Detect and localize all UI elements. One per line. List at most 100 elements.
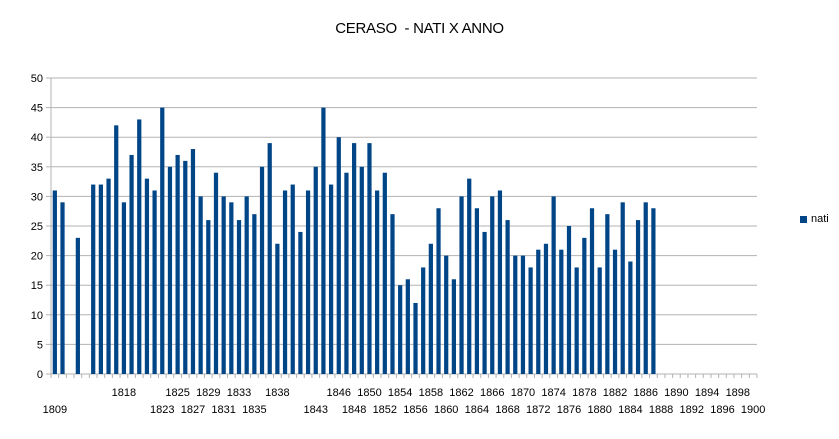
y-tick-label: 50 xyxy=(31,73,43,85)
x-tick-label-1818: 1818 xyxy=(112,387,136,399)
bar-1881 xyxy=(605,214,610,374)
bar-1845 xyxy=(328,184,334,374)
bar-1861 xyxy=(451,279,456,374)
bar-1879 xyxy=(589,208,595,374)
bar-1817 xyxy=(114,125,119,374)
bar-1864 xyxy=(474,208,480,374)
legend-label-nati: nati xyxy=(811,213,829,225)
x-tick-label-1854: 1854 xyxy=(388,387,412,399)
bar-1852 xyxy=(382,172,387,374)
bar-1874 xyxy=(551,196,556,374)
bar-1824 xyxy=(167,166,173,374)
bar-1846 xyxy=(336,137,341,374)
x-tick-label-1843: 1843 xyxy=(304,404,328,416)
x-tick-label-1835: 1835 xyxy=(242,404,266,416)
bar-1834 xyxy=(244,196,249,374)
y-tick-label: 30 xyxy=(31,191,43,203)
bar-1825 xyxy=(175,154,180,374)
bar-1816 xyxy=(106,178,111,374)
bar-1884 xyxy=(628,261,633,374)
bar-1878 xyxy=(582,237,587,374)
bar-1866 xyxy=(490,196,495,374)
x-tick-label-1823: 1823 xyxy=(150,404,174,416)
bar-1820 xyxy=(137,119,142,374)
x-tick-label-1856: 1856 xyxy=(403,404,427,416)
x-tick-label-1860: 1860 xyxy=(434,404,458,416)
bar-1809 xyxy=(52,190,57,374)
bar-1860 xyxy=(444,255,449,374)
bar-1842 xyxy=(305,190,311,374)
x-tick-label-1846: 1846 xyxy=(327,387,351,399)
bar-1827 xyxy=(190,149,196,374)
x-tick-label-1884: 1884 xyxy=(618,404,642,416)
bar-1871 xyxy=(528,267,533,374)
y-tick-label: 45 xyxy=(31,103,43,115)
bar-1858 xyxy=(428,243,433,374)
bar-1836 xyxy=(259,166,265,374)
bar-1865 xyxy=(482,231,487,374)
bar-1814 xyxy=(91,184,96,374)
x-tick-label-1864: 1864 xyxy=(465,404,489,416)
x-tick-label-1890: 1890 xyxy=(664,387,688,399)
bar-1844 xyxy=(321,107,326,374)
chart-title: CERASO - NATI X ANNO xyxy=(335,20,504,37)
x-tick-label-1850: 1850 xyxy=(357,387,381,399)
bar-1815 xyxy=(98,184,103,374)
bar-1819 xyxy=(129,154,134,374)
x-tick-label-1829: 1829 xyxy=(196,387,220,399)
x-tick-label-1825: 1825 xyxy=(165,387,189,399)
x-tick-label-1838: 1838 xyxy=(265,387,289,399)
bar-1818 xyxy=(121,202,127,374)
x-tick-label-1848: 1848 xyxy=(342,404,366,416)
bar-1854 xyxy=(398,285,403,374)
y-tick-label: 15 xyxy=(31,280,43,292)
y-tick-label: 0 xyxy=(37,369,43,381)
x-tick-label-1894: 1894 xyxy=(695,387,719,399)
bar-1876 xyxy=(566,226,572,374)
bar-1810 xyxy=(60,202,65,374)
x-tick-label-1882: 1882 xyxy=(603,387,627,399)
bar-1886 xyxy=(643,202,648,374)
y-tick-label: 20 xyxy=(31,251,43,263)
x-tick-label-1874: 1874 xyxy=(541,387,565,399)
bar-1823 xyxy=(160,107,165,374)
bar-1863 xyxy=(467,178,472,374)
bar-1832 xyxy=(229,202,234,374)
x-tick-label-1858: 1858 xyxy=(419,387,443,399)
bar-1812 xyxy=(75,237,80,374)
bar-1829 xyxy=(206,220,211,374)
bar-1869 xyxy=(513,255,518,374)
bar-1868 xyxy=(505,220,510,374)
bar-1887 xyxy=(651,208,656,374)
bar-1882 xyxy=(612,249,618,374)
x-tick-label-1868: 1868 xyxy=(495,404,519,416)
bar-1833 xyxy=(236,220,242,374)
bar-1848 xyxy=(352,143,357,374)
y-tick-label: 25 xyxy=(31,221,43,233)
bar-1843 xyxy=(313,166,318,374)
x-tick-label-1827: 1827 xyxy=(181,404,205,416)
bar-1859 xyxy=(436,208,441,374)
bar-1821 xyxy=(144,178,150,374)
bar-1872 xyxy=(536,249,541,374)
bar-1835 xyxy=(252,214,257,374)
x-tick-label-1809: 1809 xyxy=(43,404,67,416)
bar-1851 xyxy=(375,190,380,374)
bar-1830 xyxy=(213,172,219,374)
legend: nati xyxy=(800,213,829,225)
x-tick-label-1866: 1866 xyxy=(480,387,504,399)
x-tick-label-1862: 1862 xyxy=(449,387,473,399)
y-tick-label: 40 xyxy=(31,132,43,144)
bar-1839 xyxy=(282,190,288,374)
bar-1857 xyxy=(421,267,426,374)
x-tick-label-1892: 1892 xyxy=(680,404,704,416)
bar-1875 xyxy=(559,249,564,374)
y-tick-label: 10 xyxy=(31,310,43,322)
x-tick-label-1831: 1831 xyxy=(211,404,235,416)
bar-1885 xyxy=(635,220,641,374)
bar-1826 xyxy=(183,160,188,374)
bar-1870 xyxy=(520,255,526,374)
bar-1855 xyxy=(405,279,410,374)
